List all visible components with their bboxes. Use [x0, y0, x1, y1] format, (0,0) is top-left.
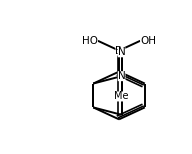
Text: OH: OH [140, 36, 156, 46]
Text: N: N [118, 71, 125, 81]
Text: HO: HO [82, 36, 98, 46]
Text: Me: Me [114, 91, 129, 101]
Text: B: B [115, 46, 123, 56]
Text: N: N [118, 47, 125, 57]
